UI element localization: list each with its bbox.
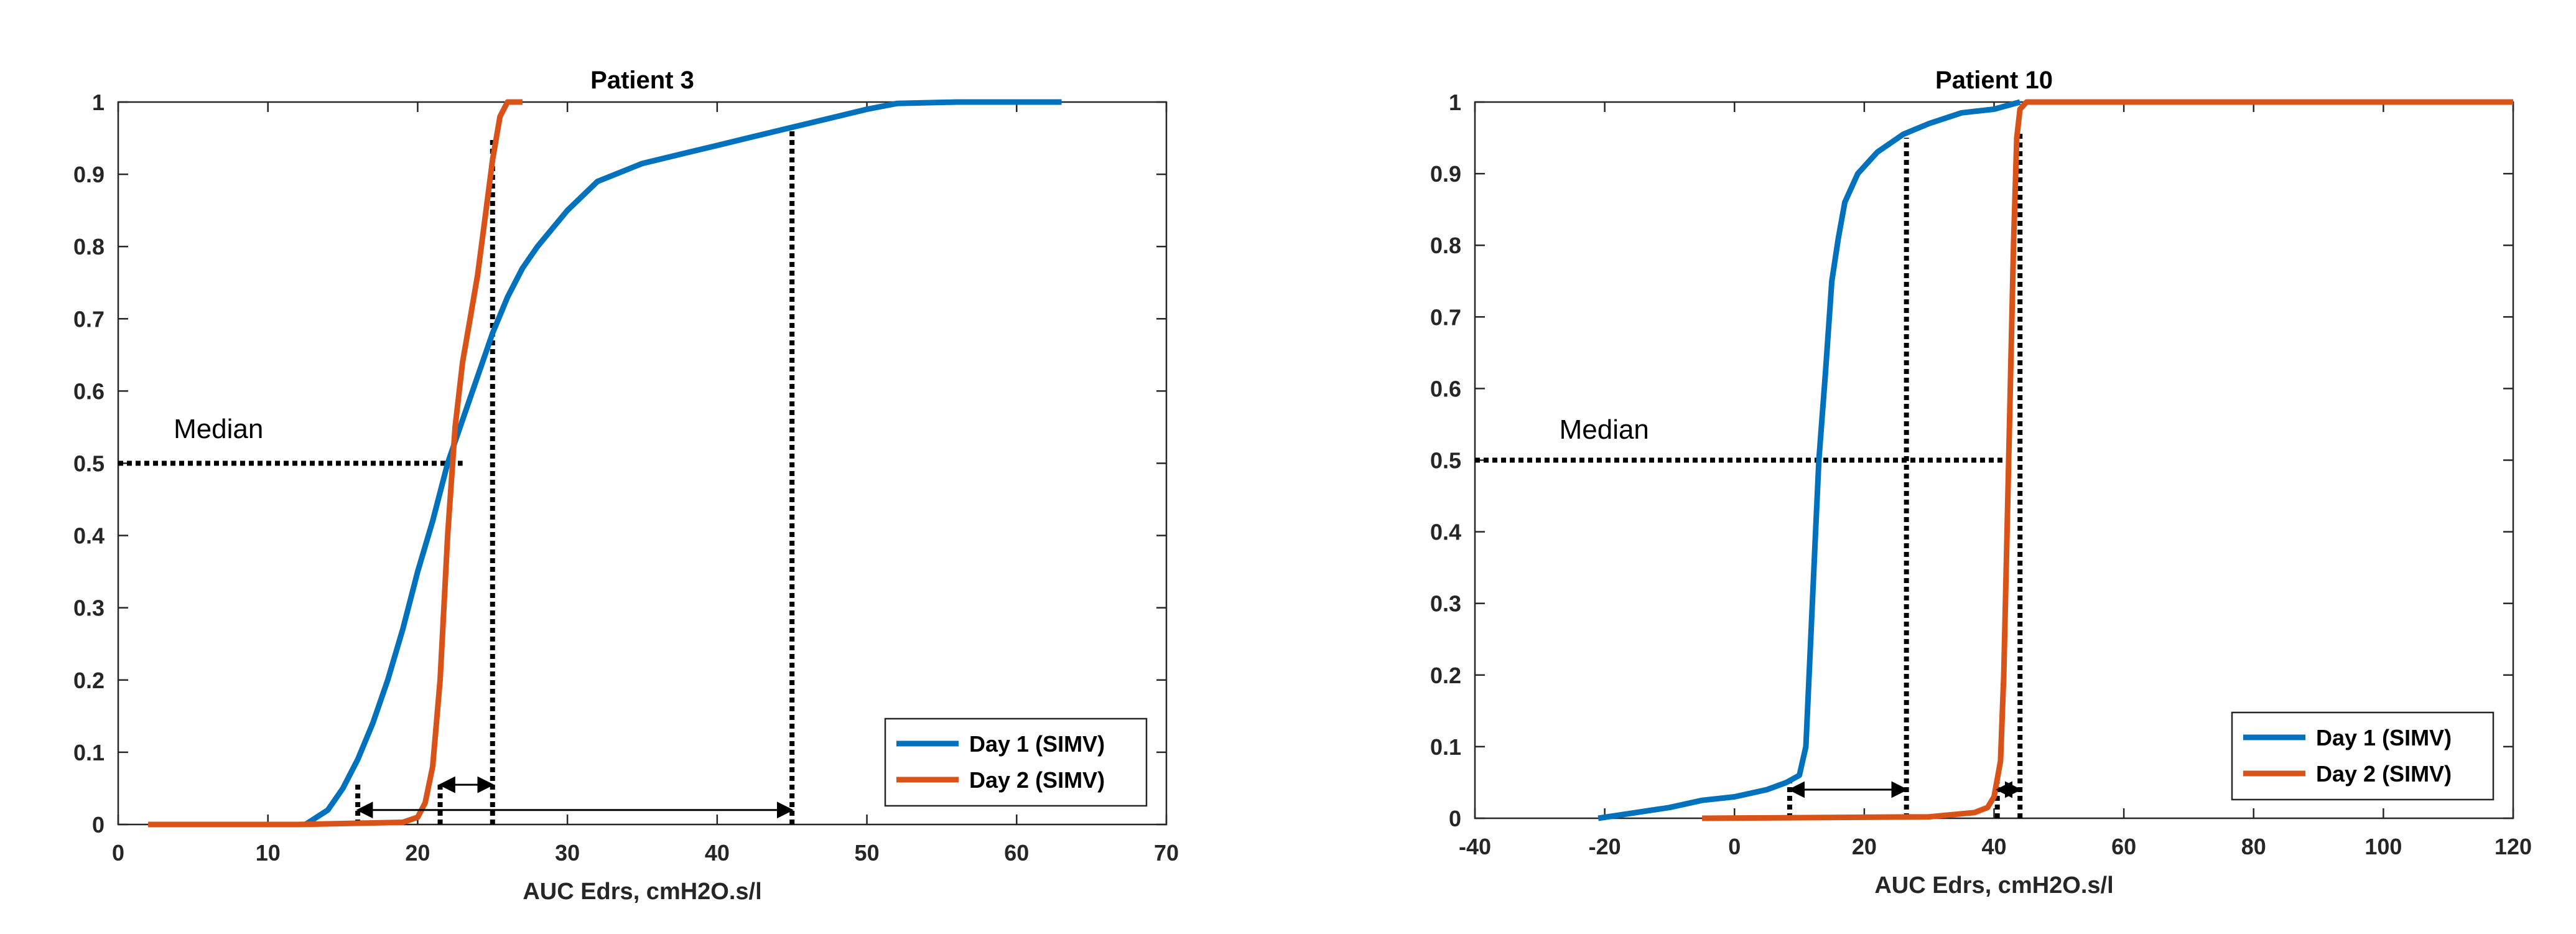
- x-tick-label: -20: [1589, 834, 1621, 859]
- x-tick-label: 120: [2495, 834, 2532, 859]
- x-tick-label: 40: [705, 840, 730, 866]
- cdf-line: [1702, 99, 2513, 821]
- x-tick-label: 20: [405, 840, 430, 866]
- x-tick-label: 80: [2241, 834, 2266, 859]
- y-tick-label: 0.8: [73, 234, 105, 259]
- x-tick-label: 20: [1852, 834, 1877, 859]
- legend-label: Day 1 (SIMV): [969, 731, 1105, 757]
- cdf-line: [148, 99, 523, 828]
- legend-label: Day 1 (SIMV): [2316, 725, 2452, 750]
- y-tick-label: 1: [92, 90, 105, 115]
- y-tick-label: 0.9: [1430, 161, 1461, 187]
- cdf-line: [1597, 99, 2021, 821]
- y-tick-label: 0.9: [73, 162, 105, 187]
- y-tick-label: 0.5: [73, 451, 105, 477]
- x-tick-label: 40: [1981, 834, 2006, 859]
- x-tick-label: 60: [2111, 834, 2136, 859]
- chart-title: Patient 10: [1935, 67, 2053, 94]
- legend-label: Day 2 (SIMV): [2316, 761, 2452, 787]
- annotation: Median: [1560, 414, 1649, 445]
- y-tick-label: 0.3: [73, 595, 105, 621]
- x-axis-label: AUC Edrs, cmH2O.s/l: [1874, 872, 2113, 899]
- annotation: Median: [174, 414, 263, 444]
- y-tick-label: 0.8: [1430, 233, 1461, 258]
- x-tick-label: 70: [1154, 840, 1179, 866]
- plot-area: [1474, 101, 2514, 820]
- x-tick-label: 50: [855, 840, 880, 866]
- x-tick-label: -40: [1459, 834, 1491, 859]
- y-tick-label: 0.1: [1430, 734, 1461, 760]
- y-tick-label: 0.6: [73, 378, 105, 404]
- y-tick-label: 0: [92, 812, 105, 838]
- y-tick-label: 0.4: [1430, 520, 1461, 545]
- y-tick-label: 0.2: [1430, 663, 1461, 688]
- x-tick-label: 0: [112, 840, 124, 866]
- y-tick-label: 0.6: [1430, 376, 1461, 401]
- y-tick-label: 0.7: [73, 306, 105, 332]
- legend-box: [2231, 711, 2495, 801]
- y-tick-label: 0.4: [73, 523, 105, 549]
- y-tick-label: 0.2: [73, 668, 105, 693]
- y-tick-label: 0.3: [1430, 591, 1461, 617]
- chart-title: Patient 3: [590, 67, 694, 94]
- y-tick-label: 0.5: [1430, 448, 1461, 474]
- x-tick-label: 30: [555, 840, 580, 866]
- legend-box: [884, 717, 1148, 807]
- y-tick-label: 0.7: [1430, 304, 1461, 330]
- legend-label: Day 2 (SIMV): [969, 767, 1105, 793]
- x-tick-label: 0: [1728, 834, 1741, 859]
- cdf-line: [304, 99, 1062, 827]
- x-tick-label: 10: [256, 840, 281, 866]
- y-tick-label: 0.1: [73, 740, 105, 765]
- y-tick-label: 0: [1449, 806, 1461, 831]
- x-axis-label: AUC Edrs, cmH2O.s/l: [523, 879, 761, 905]
- x-tick-label: 60: [1004, 840, 1029, 866]
- chart: Patient 10 AUC Edrs, cmH2O.s/l -40 -20 0 20 40…: [1430, 67, 2532, 899]
- y-tick-label: 1: [1449, 90, 1461, 115]
- x-tick-label: 100: [2364, 834, 2402, 859]
